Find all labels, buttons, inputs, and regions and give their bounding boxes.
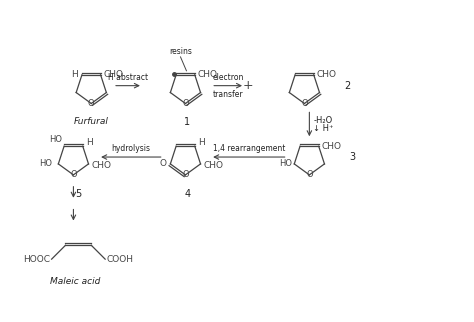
Text: O: O — [159, 159, 166, 168]
Text: O: O — [182, 170, 189, 179]
Text: 5: 5 — [75, 189, 82, 199]
Text: H: H — [198, 138, 204, 147]
Text: transfer: transfer — [213, 90, 243, 99]
Text: CHO: CHO — [198, 70, 218, 79]
Text: hydrolysis: hydrolysis — [111, 144, 150, 153]
Text: O: O — [88, 99, 95, 108]
Text: electron: electron — [212, 73, 244, 82]
Text: resins: resins — [169, 47, 192, 56]
Text: Maleic acid: Maleic acid — [50, 277, 100, 286]
Text: HOOC: HOOC — [24, 255, 51, 264]
Text: CHO: CHO — [322, 142, 342, 151]
Text: O: O — [70, 170, 77, 179]
Text: +: + — [243, 79, 253, 92]
Text: 4: 4 — [184, 189, 191, 199]
Text: HO: HO — [279, 159, 292, 168]
Text: CHO: CHO — [203, 161, 224, 170]
Text: 3: 3 — [349, 152, 355, 162]
Text: ↓ H⁺: ↓ H⁺ — [313, 124, 334, 133]
Text: HO: HO — [39, 159, 53, 168]
Text: -H₂O: -H₂O — [313, 116, 333, 125]
Text: H: H — [71, 70, 78, 79]
Text: COOH: COOH — [106, 255, 133, 264]
Text: 1,4 rearrangement: 1,4 rearrangement — [213, 144, 285, 153]
Text: 2: 2 — [344, 80, 350, 91]
Text: O: O — [306, 170, 313, 179]
Text: O: O — [182, 99, 189, 108]
Text: HO: HO — [49, 135, 62, 144]
Text: CHO: CHO — [91, 161, 111, 170]
Text: CHO: CHO — [317, 70, 337, 79]
Text: O: O — [301, 99, 308, 108]
Text: CHO: CHO — [103, 70, 124, 79]
Text: H: H — [86, 138, 92, 147]
Text: Furfural: Furfural — [74, 118, 109, 126]
Text: 1: 1 — [184, 118, 191, 128]
Text: H abstract: H abstract — [108, 73, 148, 82]
